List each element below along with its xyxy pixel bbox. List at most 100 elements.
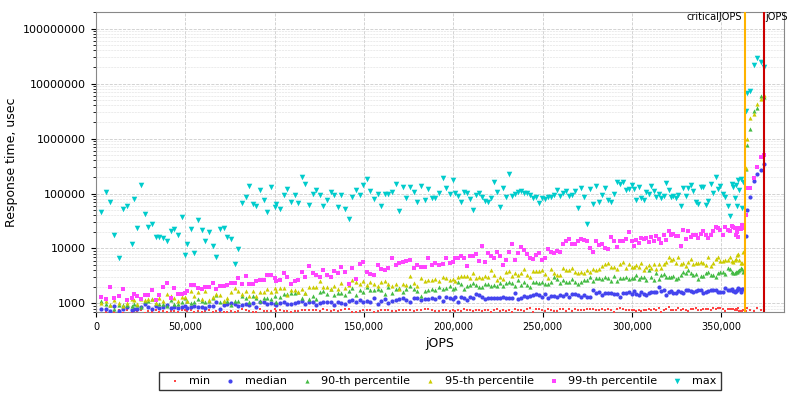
max <box>734 176 747 183</box>
median <box>346 297 358 304</box>
90-th percentile <box>126 302 138 309</box>
max <box>608 191 621 198</box>
min <box>494 308 506 314</box>
95-th percentile <box>662 254 675 260</box>
max <box>627 186 640 192</box>
min <box>744 306 757 313</box>
median <box>400 297 413 304</box>
min <box>134 307 147 313</box>
90-th percentile <box>660 274 673 280</box>
95-th percentile <box>422 277 434 284</box>
median <box>374 298 387 304</box>
median <box>526 292 539 298</box>
median <box>650 289 662 295</box>
median <box>335 300 348 306</box>
min <box>353 308 366 314</box>
90-th percentile <box>470 282 482 288</box>
95-th percentile <box>630 262 642 268</box>
min <box>195 309 208 315</box>
median <box>530 291 542 298</box>
90-th percentile <box>112 302 125 309</box>
min <box>734 308 747 314</box>
min <box>246 308 259 315</box>
90-th percentile <box>131 302 144 308</box>
median <box>364 299 377 306</box>
max <box>239 194 252 200</box>
X-axis label: jOPS: jOPS <box>426 337 454 350</box>
95-th percentile <box>642 262 655 268</box>
min <box>210 308 222 314</box>
median <box>476 294 489 300</box>
min <box>454 308 467 314</box>
90-th percentile <box>545 279 558 285</box>
median <box>104 308 117 315</box>
median <box>586 286 599 293</box>
90-th percentile <box>202 297 215 304</box>
median <box>299 300 312 307</box>
90-th percentile <box>662 273 675 280</box>
95-th percentile <box>473 274 486 280</box>
max <box>538 196 551 202</box>
min <box>295 307 308 313</box>
min <box>404 307 417 314</box>
95-th percentile <box>285 287 298 293</box>
99-th percentile <box>610 244 623 250</box>
95-th percentile <box>157 297 170 304</box>
max <box>466 206 479 213</box>
median <box>497 294 510 301</box>
95-th percentile <box>374 279 387 286</box>
99-th percentile <box>447 259 460 266</box>
90-th percentile <box>232 298 245 304</box>
99-th percentile <box>638 236 650 242</box>
99-th percentile <box>530 251 542 258</box>
min <box>436 307 449 313</box>
95-th percentile <box>665 257 678 264</box>
95-th percentile <box>727 259 740 265</box>
99-th percentile <box>717 232 730 238</box>
max <box>232 246 245 252</box>
95-th percentile <box>741 136 754 142</box>
99-th percentile <box>627 243 640 250</box>
min <box>175 307 188 313</box>
median <box>620 290 633 296</box>
min <box>127 308 140 314</box>
99-th percentile <box>195 286 208 292</box>
90-th percentile <box>270 298 283 305</box>
90-th percentile <box>739 166 752 172</box>
min <box>626 307 638 313</box>
median <box>367 295 380 302</box>
median <box>161 302 174 308</box>
95-th percentile <box>590 267 602 273</box>
95-th percentile <box>518 266 530 272</box>
95-th percentile <box>747 110 760 117</box>
median <box>429 296 442 302</box>
99-th percentile <box>538 254 551 261</box>
90-th percentile <box>590 274 602 281</box>
median <box>662 288 675 295</box>
90-th percentile <box>239 295 252 302</box>
95-th percentile <box>497 276 510 282</box>
95-th percentile <box>581 267 594 273</box>
max <box>353 192 366 198</box>
max <box>509 191 522 197</box>
95-th percentile <box>357 278 370 284</box>
max <box>404 184 417 190</box>
99-th percentile <box>614 237 626 244</box>
min <box>642 306 655 312</box>
max <box>557 190 570 196</box>
90-th percentile <box>288 290 301 296</box>
90-th percentile <box>142 298 154 304</box>
90-th percentile <box>581 276 594 283</box>
min <box>645 307 658 313</box>
99-th percentile <box>270 278 283 284</box>
90-th percentile <box>188 299 201 306</box>
99-th percentile <box>521 251 534 257</box>
90-th percentile <box>494 280 506 286</box>
max <box>117 206 130 212</box>
max <box>367 196 380 202</box>
99-th percentile <box>509 257 522 263</box>
min <box>630 308 642 314</box>
99-th percentile <box>179 290 192 296</box>
99-th percentile <box>346 265 358 271</box>
median <box>112 308 125 314</box>
